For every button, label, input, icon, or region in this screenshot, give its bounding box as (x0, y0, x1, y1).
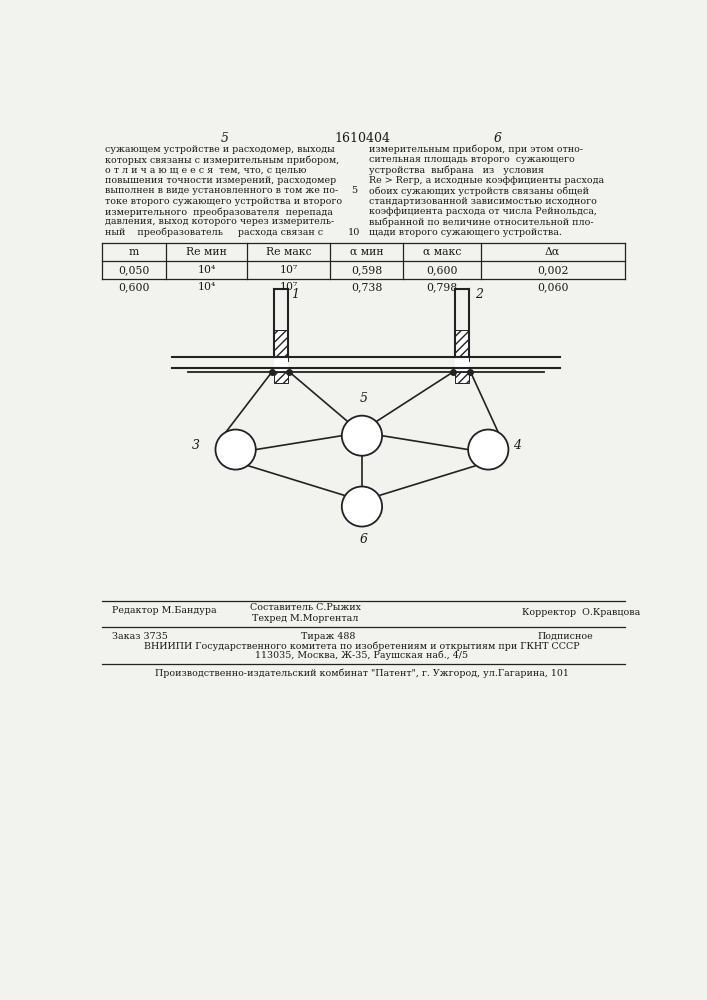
Text: 1610404: 1610404 (334, 132, 390, 145)
Bar (455, 356, 469, 372)
Bar (274, 372, 288, 383)
Text: сительная площадь второго  сужающего: сительная площадь второго сужающего (369, 155, 575, 164)
Text: измерительного  преобразователя  перепада: измерительного преобразователя перепада (105, 207, 333, 217)
Text: Тираж 488: Тираж 488 (301, 632, 356, 641)
Text: 113035, Москва, Ж-35, Раушская наб., 4/5: 113035, Москва, Ж-35, Раушская наб., 4/5 (255, 650, 469, 660)
Text: 10⁴: 10⁴ (197, 265, 216, 275)
Bar (455, 372, 469, 383)
Text: сужающем устройстве и расходомер, выходы: сужающем устройстве и расходомер, выходы (105, 145, 335, 154)
Text: m: m (129, 247, 139, 257)
Text: 0,798: 0,798 (426, 282, 457, 292)
Text: устройства  выбрана   из   условия: устройства выбрана из условия (369, 165, 544, 175)
Text: которых связаны с измерительным прибором,: которых связаны с измерительным прибором… (105, 155, 339, 165)
Text: 10: 10 (348, 228, 361, 237)
Text: ный    преобразователь     расхода связан с: ный преобразователь расхода связан с (105, 228, 324, 237)
Text: Корректор  О.Кравцова: Корректор О.Кравцова (522, 608, 641, 617)
Text: 10⁷: 10⁷ (279, 282, 298, 292)
Bar (274, 356, 288, 372)
Text: 5: 5 (221, 132, 229, 145)
Text: 0,060: 0,060 (537, 282, 568, 292)
Text: 6: 6 (493, 132, 501, 145)
Text: 10⁴: 10⁴ (197, 282, 216, 292)
Text: Заказ 3735: Заказ 3735 (112, 632, 168, 641)
Text: 0,600: 0,600 (426, 265, 457, 275)
Text: щади второго сужающего устройства.: щади второго сужающего устройства. (369, 228, 562, 237)
Text: выбранной по величине относительной пло-: выбранной по величине относительной пло- (369, 217, 594, 227)
Circle shape (341, 487, 382, 527)
Text: 6: 6 (359, 533, 368, 546)
Text: Re > Reгр, а исходные коэффициенты расхода: Re > Reгр, а исходные коэффициенты расхо… (369, 176, 604, 185)
Text: 10⁷: 10⁷ (279, 265, 298, 275)
Text: Подписное: Подписное (538, 632, 594, 641)
Text: коэффициента расхода от числа Рейнольдса,: коэффициента расхода от числа Рейнольдса… (369, 207, 597, 216)
Text: токе второго сужающего устройства и второго: токе второго сужающего устройства и втор… (105, 197, 343, 206)
Text: 0,738: 0,738 (351, 282, 382, 292)
Text: α мин: α мин (350, 247, 383, 257)
Text: 0,002: 0,002 (537, 265, 568, 275)
Text: 0,050: 0,050 (118, 265, 150, 275)
Text: обоих сужающих устройств связаны общей: обоих сужающих устройств связаны общей (369, 186, 589, 196)
Text: ВНИИПИ Государственного комитета по изобретениям и открытиям при ГКНТ СССР: ВНИИПИ Государственного комитета по изоб… (144, 641, 580, 651)
Text: 3: 3 (192, 439, 200, 452)
Text: 5: 5 (359, 392, 368, 405)
Text: выполнен в виде установленного в том же по-: выполнен в виде установленного в том же … (105, 186, 339, 195)
Text: 4: 4 (513, 439, 521, 452)
Text: 1: 1 (291, 288, 298, 301)
Text: Производственно-издательский комбинат "Патент", г. Ужгород, ул.Гагарина, 101: Производственно-издательский комбинат "П… (155, 668, 569, 678)
Circle shape (341, 416, 382, 456)
Text: Техред М.Моргентал: Техред М.Моргентал (252, 614, 358, 623)
Text: α макс: α макс (423, 247, 461, 257)
Text: 0,598: 0,598 (351, 265, 382, 275)
Text: Re мин: Re мин (186, 247, 227, 257)
Text: Δα: Δα (545, 247, 560, 257)
Text: Составитель С.Рыжих: Составитель С.Рыжих (250, 603, 361, 612)
Text: 2: 2 (475, 288, 483, 301)
Text: давления, выход которого через измеритель-: давления, выход которого через измерител… (105, 217, 334, 226)
Text: Re макс: Re макс (266, 247, 312, 257)
Text: 5: 5 (351, 186, 357, 195)
Text: Редактор М.Бандура: Редактор М.Бандура (112, 606, 216, 615)
Circle shape (468, 430, 508, 470)
Circle shape (216, 430, 256, 470)
Text: повышения точности измерений, расходомер: повышения точности измерений, расходомер (105, 176, 337, 185)
Text: о т л и ч а ю щ е е с я  тем, что, с целью: о т л и ч а ю щ е е с я тем, что, с цель… (105, 165, 307, 174)
Bar (274, 330, 288, 361)
Text: стандартизованной зависимостью исходного: стандартизованной зависимостью исходного (369, 197, 597, 206)
Text: 0,600: 0,600 (118, 282, 150, 292)
Text: измерительным прибором, при этом отно-: измерительным прибором, при этом отно- (369, 145, 583, 154)
Bar (455, 330, 469, 361)
